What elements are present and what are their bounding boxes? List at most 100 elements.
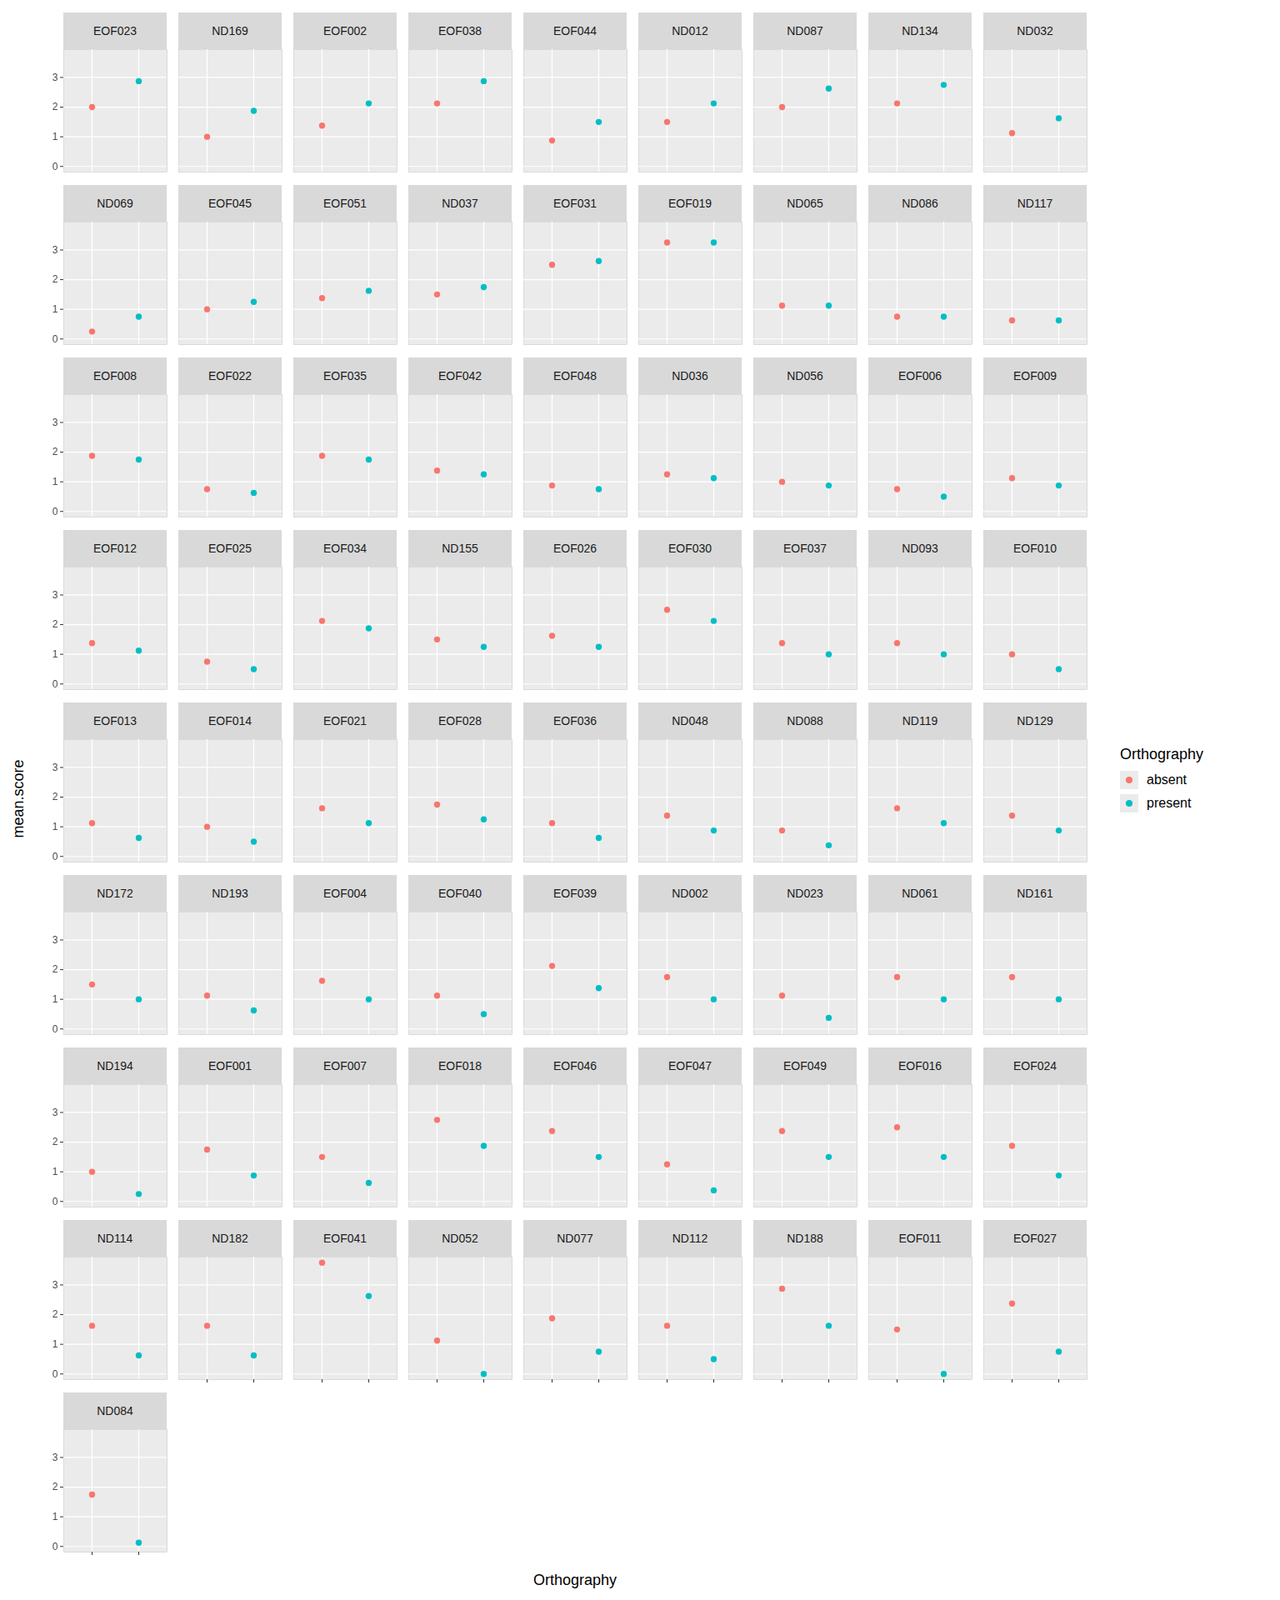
html-text:ND193: ND193: [211, 886, 249, 900]
html-text:EOF034: EOF034: [323, 541, 367, 555]
html-text:EOF048: EOF048: [553, 369, 597, 383]
svg-text:0: 0: [52, 678, 59, 690]
html-text:present: present: [1146, 795, 1192, 810]
svg-text:1: 1: [52, 1510, 59, 1523]
svg-text:0: 0: [52, 1023, 59, 1035]
html-text:EOF022: EOF022: [208, 369, 252, 383]
html-text:EOF026: EOF026: [553, 541, 597, 555]
svg-text:1: 1: [52, 993, 59, 1005]
html-text:ND119: ND119: [902, 714, 938, 728]
html-text:ND169: ND169: [211, 24, 249, 38]
svg-text:3: 3: [52, 71, 59, 84]
html-text:EOF002: EOF002: [323, 24, 367, 38]
html-text:ND032: ND032: [1016, 24, 1054, 38]
svg-text:1: 1: [52, 303, 59, 315]
html-text:ND056: ND056: [786, 369, 824, 383]
svg-text:2: 2: [52, 1480, 59, 1493]
html-text:Orthography: Orthography: [533, 1571, 617, 1589]
html-text:ND129: ND129: [1016, 714, 1054, 728]
svg-text:2: 2: [52, 100, 59, 113]
html-text:EOF039: EOF039: [553, 886, 597, 900]
html-text:EOF044: EOF044: [553, 24, 597, 38]
html-text:Orthography: Orthography: [1120, 745, 1204, 763]
svg-text:3: 3: [52, 416, 59, 429]
html-text:EOF036: EOF036: [553, 714, 597, 728]
html-text:EOF007: EOF007: [323, 1059, 367, 1073]
svg-text:3: 3: [52, 244, 59, 256]
svg-text:3: 3: [52, 761, 59, 774]
svg-text:1: 1: [52, 820, 59, 833]
html-text:EOF023: EOF023: [93, 24, 137, 38]
html-text:EOF028: EOF028: [438, 714, 482, 728]
svg-text:2: 2: [52, 790, 59, 803]
html-text:EOF006: EOF006: [898, 369, 942, 383]
html-text:EOF037: EOF037: [783, 541, 827, 555]
html-text:ND155: ND155: [441, 541, 479, 555]
html-text:EOF025: EOF025: [208, 541, 252, 555]
svg-text:3: 3: [52, 1279, 59, 1291]
html-text:ND023: ND023: [786, 886, 824, 900]
html-text:EOF031: EOF031: [553, 196, 597, 210]
html-text:EOF008: EOF008: [93, 369, 137, 383]
html-text:EOF013: EOF013: [93, 714, 137, 728]
html-text:EOF004: EOF004: [323, 886, 367, 900]
svg-text:2: 2: [52, 963, 59, 975]
html-text:ND172: ND172: [96, 886, 134, 900]
svg-text:0: 0: [52, 1540, 59, 1553]
svg-text:0: 0: [52, 333, 59, 345]
svg-text:3: 3: [52, 589, 59, 601]
html-text:ND117: ND117: [1017, 196, 1053, 210]
svg-text:0: 0: [52, 850, 59, 863]
svg-text:1: 1: [52, 1338, 59, 1350]
svg-text:3: 3: [52, 934, 59, 946]
svg-text:2: 2: [52, 618, 59, 630]
html-text:EOF040: EOF040: [438, 886, 482, 900]
html-text:EOF045: EOF045: [208, 196, 252, 210]
svg-text:0: 0: [52, 1195, 59, 1208]
html-text:ND161: ND161: [1016, 886, 1054, 900]
html-text:ND093: ND093: [901, 541, 939, 555]
html-text:ND087: ND087: [786, 24, 824, 38]
svg-text:0: 0: [52, 160, 59, 173]
svg-text:0: 0: [52, 505, 59, 518]
html-text:EOF021: EOF021: [323, 714, 367, 728]
svg-text:2: 2: [52, 273, 59, 285]
svg-text:3: 3: [52, 1106, 59, 1119]
html-text:ND069: ND069: [96, 196, 134, 210]
svg-text:0: 0: [52, 1368, 59, 1380]
html-text:EOF030: EOF030: [668, 541, 712, 555]
html-text:absent: absent: [1146, 772, 1187, 787]
html-text:EOF001: EOF001: [208, 1059, 252, 1073]
svg-text:2: 2: [52, 445, 59, 458]
svg-text:2: 2: [52, 1308, 59, 1320]
html-text:EOF042: EOF042: [438, 369, 482, 383]
html-text:ND088: ND088: [786, 714, 824, 728]
svg-text:1: 1: [52, 475, 59, 488]
html-text:ND002: ND002: [671, 886, 709, 900]
html-text:EOF038: EOF038: [438, 24, 482, 38]
html-text:ND061: ND061: [901, 886, 939, 900]
svg-text:1: 1: [52, 130, 59, 143]
html-text:ND194: ND194: [96, 1059, 134, 1073]
svg-text:2: 2: [52, 1135, 59, 1148]
html-text:EOF046: EOF046: [553, 1059, 597, 1073]
html-text:EOF019: EOF019: [668, 196, 712, 210]
html-text:ND065: ND065: [786, 196, 824, 210]
html-text:EOF012: EOF012: [93, 541, 137, 555]
html-text:ND036: ND036: [671, 369, 709, 383]
html-text:EOF051: EOF051: [323, 196, 367, 210]
html-text:EOF010: EOF010: [1013, 541, 1057, 555]
svg-text:1: 1: [52, 1165, 59, 1178]
html-text:ND134: ND134: [901, 24, 939, 38]
html-text:ND037: ND037: [441, 196, 479, 210]
svg-text:1: 1: [52, 648, 59, 660]
html-text:EOF009: EOF009: [1013, 369, 1057, 383]
html-text:ND048: ND048: [671, 714, 709, 728]
html-text:ND012: ND012: [671, 24, 709, 38]
html-text:EOF014: EOF014: [208, 714, 252, 728]
html-text:mean.score: mean.score: [9, 759, 27, 838]
html-text:EOF018: EOF018: [438, 1059, 482, 1073]
html-text:EOF035: EOF035: [323, 369, 367, 383]
svg-text:3: 3: [52, 1451, 59, 1464]
html-text:ND086: ND086: [901, 196, 939, 210]
